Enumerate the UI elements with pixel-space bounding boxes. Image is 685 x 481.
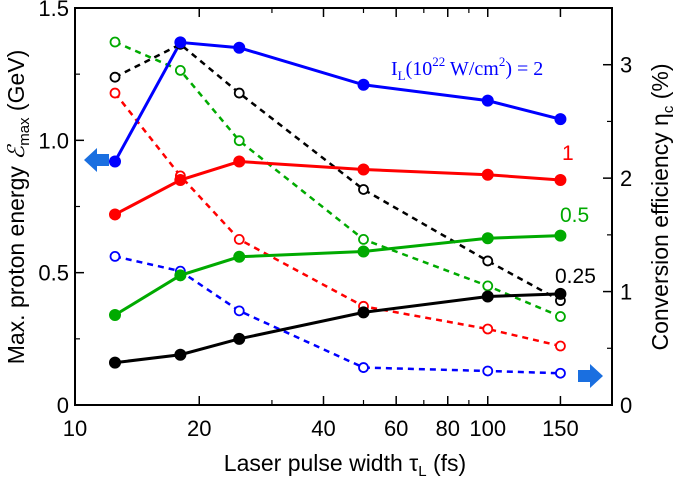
energy-point bbox=[174, 174, 187, 187]
y-left-tick-label: 0.5 bbox=[38, 261, 69, 286]
y-right-tick-label: 2 bbox=[620, 166, 632, 191]
energy-point bbox=[481, 232, 494, 245]
y-right-tick-label: 0 bbox=[620, 393, 632, 418]
x-axis-title-sub: L bbox=[418, 463, 426, 480]
y-right-tick-label: 1 bbox=[620, 280, 632, 305]
energy-point bbox=[554, 174, 567, 187]
x-tick-label: 40 bbox=[311, 416, 335, 441]
efficiency-point bbox=[482, 255, 494, 267]
energy-point bbox=[108, 155, 121, 168]
efficiency-point bbox=[233, 233, 245, 245]
series-label: 0.5 bbox=[560, 204, 589, 227]
energy-point bbox=[357, 163, 370, 176]
energy-point bbox=[554, 287, 567, 300]
efficiency-line bbox=[114, 255, 561, 375]
energy-point bbox=[233, 332, 246, 345]
y-left-tick-label: 1.5 bbox=[38, 0, 69, 21]
efficiency-point bbox=[482, 323, 494, 335]
efficiency-line bbox=[114, 42, 562, 302]
y-right-tick-label: 3 bbox=[620, 53, 632, 78]
efficiency-point bbox=[555, 367, 566, 379]
series-label: 1 bbox=[562, 142, 574, 165]
y-left-tick-label: 0 bbox=[57, 393, 69, 418]
energy-line bbox=[114, 292, 561, 365]
energy-point bbox=[481, 290, 494, 303]
efficiency-point bbox=[174, 64, 186, 76]
y-left-axis-title: Max. proton energy ℰmax (GeV) bbox=[3, 50, 33, 365]
efficiency-point bbox=[358, 362, 369, 373]
x-tick-label: 150 bbox=[542, 416, 579, 441]
efficiency-point bbox=[233, 135, 245, 147]
efficiency-point bbox=[555, 311, 566, 322]
y-right-axis-title: Conversion efficiency ηc (%) bbox=[647, 63, 677, 350]
x-tick-label: 20 bbox=[187, 416, 211, 441]
efficiency-point bbox=[233, 87, 245, 99]
x-axis-title: Laser pulse width τL (fs) bbox=[224, 450, 466, 480]
text-layer: Laser pulse width τL (fs) Max. proton en… bbox=[3, 0, 677, 480]
x-tick-label: 100 bbox=[469, 416, 506, 441]
y-left-tick-label: 1.0 bbox=[38, 128, 69, 153]
x-tick-label: 10 bbox=[63, 416, 87, 441]
efficiency-point bbox=[358, 233, 369, 245]
x-tick-label: 80 bbox=[436, 416, 460, 441]
intensity-label: IL(1022 W/cm2) = 2 bbox=[391, 54, 543, 83]
right-axis-arrow-icon bbox=[578, 364, 603, 388]
series-label: 0.25 bbox=[555, 265, 596, 288]
markers-layer bbox=[108, 36, 567, 379]
efficiency-point bbox=[109, 71, 121, 83]
energy-point bbox=[174, 348, 187, 361]
energy-point bbox=[357, 78, 370, 91]
energy-point bbox=[233, 250, 246, 263]
energy-point bbox=[554, 113, 567, 126]
energy-point bbox=[481, 94, 494, 107]
efficiency-point bbox=[358, 184, 369, 195]
left-axis-arrow-icon bbox=[84, 148, 109, 172]
energy-point bbox=[174, 269, 187, 282]
x-tick-label: 60 bbox=[384, 416, 408, 441]
energy-point bbox=[554, 229, 567, 242]
efficiency-point bbox=[482, 365, 494, 377]
energy-point bbox=[357, 245, 370, 258]
efficiency-point bbox=[109, 251, 121, 262]
energy-line bbox=[114, 234, 561, 317]
efficiency-point bbox=[233, 305, 245, 317]
energy-point bbox=[108, 309, 121, 322]
energy-point bbox=[174, 36, 187, 49]
efficiency-point bbox=[109, 87, 121, 99]
energy-point bbox=[481, 168, 494, 181]
energy-point bbox=[233, 155, 246, 168]
efficiency-point bbox=[555, 340, 566, 352]
energy-line bbox=[113, 40, 561, 163]
efficiency-line bbox=[114, 40, 561, 318]
efficiency-point bbox=[482, 280, 494, 292]
energy-point bbox=[357, 306, 370, 319]
energy-point bbox=[108, 208, 121, 221]
energy-point bbox=[108, 356, 121, 369]
energy-line bbox=[114, 159, 561, 216]
energy-point bbox=[233, 41, 246, 54]
axes-layer bbox=[74, 7, 613, 406]
efficiency-point bbox=[109, 36, 121, 48]
series-layer bbox=[113, 40, 562, 375]
